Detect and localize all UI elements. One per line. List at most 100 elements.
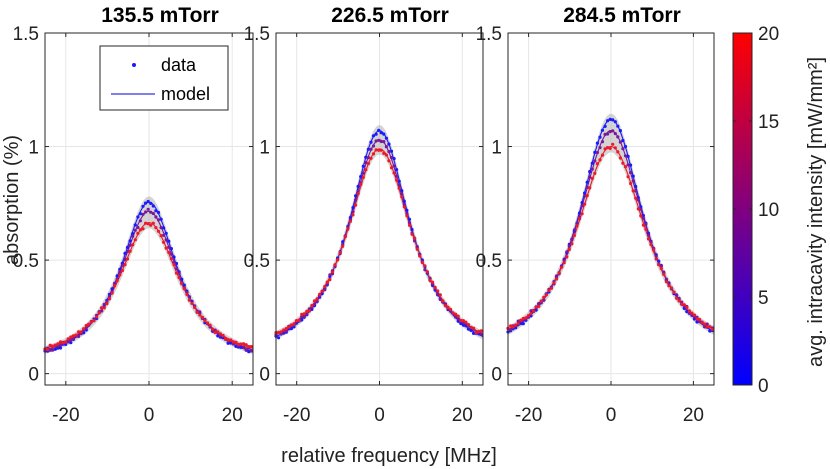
data-point [479,332,483,336]
data-point [708,325,712,329]
data-point [242,346,246,350]
data-point [595,162,600,166]
data-point [598,135,602,139]
data-point [167,250,171,254]
data-point [590,161,594,165]
data-point [123,251,127,255]
data-point [529,312,533,316]
data-point [364,168,368,172]
data-point [698,317,702,322]
data-point [577,217,582,221]
data-point [590,176,594,180]
data-point [247,345,251,349]
data-point [300,318,304,322]
data-point [600,140,605,144]
y-tick-label: 1 [259,138,270,159]
colorbar-label: avg. intracavity intensity [mW/mm²] [805,57,827,367]
data-point [305,309,309,313]
data-point [336,258,340,262]
data-point [511,325,515,329]
data-point [593,159,597,163]
data-point [193,305,197,310]
data-point [441,299,445,303]
data-point [79,330,83,334]
data-point [631,189,635,193]
colorbar-tick-label: 0 [758,376,769,397]
data-point [354,198,358,202]
data-point [459,321,463,326]
data-point [685,310,689,314]
data-point [95,315,99,319]
data-point [410,232,414,236]
data-point [384,136,388,140]
data-point [514,323,518,327]
data-point [174,271,179,275]
data-point [423,268,427,272]
data-point [595,141,600,145]
data-point [174,267,179,271]
y-axis-label: absorption (%) [1,135,23,265]
data-point [351,206,355,210]
data-point [459,319,463,323]
data-point [141,204,145,208]
data-point [110,287,114,291]
data-point [387,142,391,146]
data-point [354,194,358,198]
data-point [323,288,327,292]
colorbar-tick-label: 15 [758,112,779,133]
data-point [407,223,412,227]
data-point [164,238,168,242]
y-tick-label: 0 [28,365,39,386]
data-point [405,214,409,218]
data-point [366,156,370,160]
data-point [464,324,468,328]
data-point [100,309,104,313]
data-point [177,275,181,280]
data-point [646,233,651,237]
data-point [451,311,455,315]
data-point [608,130,612,134]
data-point [448,307,453,311]
data-point [190,301,194,305]
data-point [58,340,63,344]
data-point [162,233,166,237]
data-point [479,329,483,333]
data-point [634,184,638,189]
data-point [677,299,681,303]
data-point [156,218,161,222]
data-point [438,293,442,297]
y-tick-label: 1 [491,138,502,159]
data-point [169,257,173,261]
data-point [710,327,715,331]
data-point [133,223,137,227]
data-point [144,221,148,225]
data-point [162,226,166,230]
data-point [151,204,155,208]
data-point [71,334,75,338]
data-point [182,287,186,291]
data-point [146,199,150,204]
data-point [61,341,65,345]
data-point [461,319,465,323]
data-point [446,305,450,309]
data-point [64,340,68,344]
data-point [102,306,106,310]
data-point [169,252,173,256]
data-point [164,246,168,250]
data-point [277,330,281,335]
data-point [300,315,304,319]
data-point [359,175,363,179]
data-point [611,129,615,133]
data-point [379,139,383,144]
data-point [415,247,419,251]
data-point [287,325,291,329]
legend-data-marker [132,63,136,67]
data-point [469,325,473,330]
data-point [138,228,142,232]
data-point [346,227,350,231]
data-point [454,314,458,319]
data-point [531,309,536,313]
colorbar-tick-label: 5 [758,288,769,309]
data-point [138,212,142,216]
data-point [466,327,471,331]
